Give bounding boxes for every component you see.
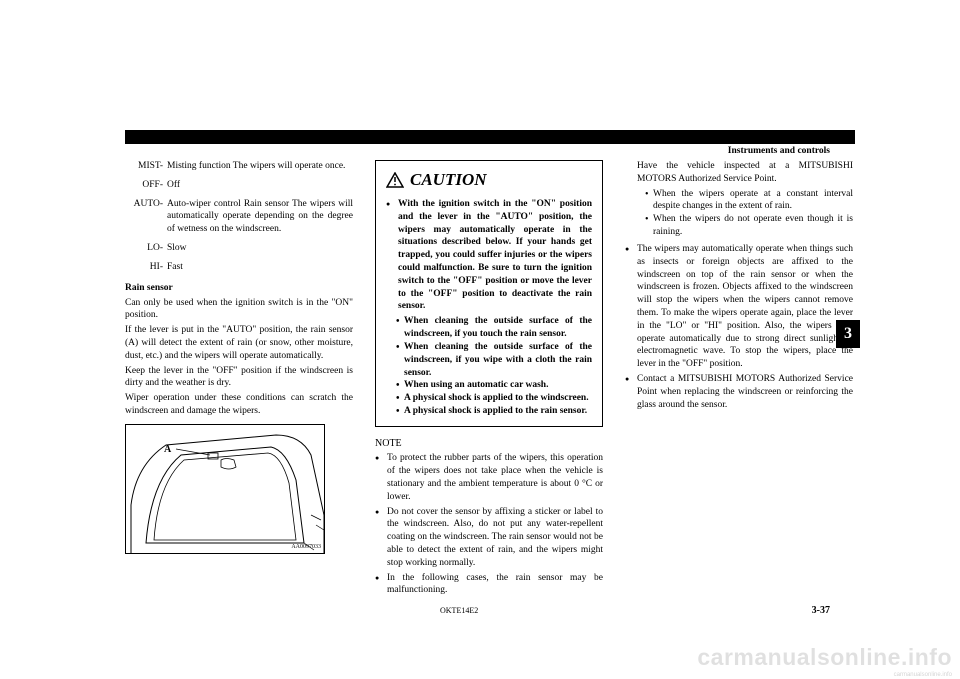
rain-sensor-title: Rain sensor bbox=[125, 282, 353, 295]
def-desc: Off bbox=[167, 179, 353, 192]
def-row: LO- Slow bbox=[125, 242, 353, 255]
caution-sub-item: When using an automatic car wash. bbox=[396, 379, 592, 392]
watermark: carmanualsonline.info bbox=[697, 642, 952, 673]
column-3: Have the vehicle inspected at a MITSUBIS… bbox=[625, 160, 853, 599]
def-desc: Auto-wiper control Rain sensor The wiper… bbox=[167, 198, 353, 236]
rain-sensor-figure: A AA0097033 bbox=[125, 424, 325, 554]
caution-label: CAUTION bbox=[410, 169, 487, 192]
rain-p4: Wiper operation under these conditions c… bbox=[125, 392, 353, 418]
column-1: MIST- Misting function The wipers will o… bbox=[125, 160, 353, 599]
rain-p1: Can only be used when the ignition switc… bbox=[125, 297, 353, 323]
header-bar bbox=[125, 130, 855, 144]
caution-sub-item: A physical shock is applied to the winds… bbox=[396, 392, 592, 405]
chapter-tab: 3 bbox=[836, 320, 860, 348]
note-title: NOTE bbox=[375, 437, 603, 451]
wiper-modes-list: MIST- Misting function The wipers will o… bbox=[125, 160, 353, 274]
column-2: CAUTION With the ignition switch in the … bbox=[375, 160, 603, 599]
section-header: Instruments and controls bbox=[728, 145, 830, 158]
caution-title: CAUTION bbox=[386, 169, 592, 192]
figure-code: AA0097033 bbox=[291, 543, 321, 551]
def-desc: Fast bbox=[167, 261, 353, 274]
col3-list: The wipers may automatically operate whe… bbox=[625, 243, 853, 412]
col3-sub-item: When the wipers operate at a constant in… bbox=[645, 188, 853, 214]
caution-item: With the ignition switch in the "ON" pos… bbox=[386, 198, 592, 313]
watermark-small: carmanualsonline.info bbox=[894, 671, 952, 679]
warning-triangle-icon bbox=[386, 172, 404, 188]
rain-p3: Keep the lever in the "OFF" position if … bbox=[125, 365, 353, 391]
footer-doc-code: OKTE14E2 bbox=[440, 606, 478, 617]
caution-sub-item: When cleaning the outside surface of the… bbox=[396, 315, 592, 341]
col3-item: Contact a MITSUBISHI MOTORS Authorized S… bbox=[625, 373, 853, 411]
def-row: HI- Fast bbox=[125, 261, 353, 274]
footer-page-number: 3-37 bbox=[812, 604, 830, 618]
content-columns: MIST- Misting function The wipers will o… bbox=[125, 160, 855, 599]
def-row: AUTO- Auto-wiper control Rain sensor The… bbox=[125, 198, 353, 236]
caution-box: CAUTION With the ignition switch in the … bbox=[375, 160, 603, 427]
col3-intro-subs: When the wipers operate at a constant in… bbox=[625, 188, 853, 239]
note-item: Do not cover the sensor by affixing a st… bbox=[375, 506, 603, 570]
def-term: AUTO- bbox=[125, 198, 167, 236]
figure-label-a: A bbox=[164, 443, 171, 457]
windscreen-diagram-svg bbox=[126, 425, 326, 555]
note-item: To protect the rubber parts of the wiper… bbox=[375, 452, 603, 503]
def-desc: Misting function The wipers will operate… bbox=[167, 160, 353, 173]
def-term: OFF- bbox=[125, 179, 167, 192]
def-term: MIST- bbox=[125, 160, 167, 173]
rain-p2: If the lever is put in the "AUTO" positi… bbox=[125, 324, 353, 362]
def-row: MIST- Misting function The wipers will o… bbox=[125, 160, 353, 173]
note-list: To protect the rubber parts of the wiper… bbox=[375, 452, 603, 597]
note-item: In the following cases, the rain sensor … bbox=[375, 572, 603, 598]
col3-intro: Have the vehicle inspected at a MITSUBIS… bbox=[625, 160, 853, 186]
caution-list: With the ignition switch in the "ON" pos… bbox=[386, 198, 592, 313]
col3-item: The wipers may automatically operate whe… bbox=[625, 243, 853, 371]
col3-sub-item: When the wipers do not operate even thou… bbox=[645, 213, 853, 239]
caution-sub-item: When cleaning the outside surface of the… bbox=[396, 341, 592, 379]
caution-sub-item: A physical shock is applied to the rain … bbox=[396, 405, 592, 418]
def-row: OFF- Off bbox=[125, 179, 353, 192]
caution-sublist: When cleaning the outside surface of the… bbox=[386, 315, 592, 418]
def-term: LO- bbox=[125, 242, 167, 255]
def-term: HI- bbox=[125, 261, 167, 274]
def-desc: Slow bbox=[167, 242, 353, 255]
